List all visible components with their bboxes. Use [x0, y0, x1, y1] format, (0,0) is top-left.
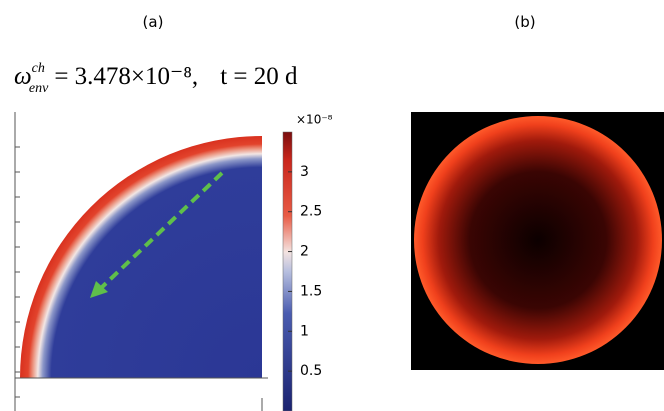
colorbar-tick-label: 0.5 — [300, 363, 322, 379]
formula-value: = 3.478×10⁻⁸, — [54, 63, 198, 90]
simulation-plot — [15, 112, 268, 411]
micrograph-tissue — [414, 116, 662, 364]
micrograph — [411, 112, 664, 370]
colorbar-tick-label: 1 — [300, 323, 309, 339]
formula-sup: ch — [32, 61, 45, 76]
colorbar: ×10⁻⁸ 0.5 1 1.5 2 2.5 3 — [283, 113, 333, 411]
formula-sub: env — [29, 81, 49, 96]
panel-label: (b) — [514, 13, 535, 31]
colorbar-scale — [283, 132, 292, 411]
colorbar-tick-label: 2 — [300, 244, 309, 260]
colorbar-tick-label: 2.5 — [300, 204, 322, 220]
colorbar-multiplier: ×10⁻⁸ — [296, 113, 333, 127]
colorbar-tick-label: 1.5 — [300, 283, 322, 299]
formula-time: t = 20 d — [220, 63, 298, 90]
colorbar-tick-label: 3 — [300, 164, 309, 180]
panel-label: (a) — [143, 13, 164, 31]
figure: (a) (b) ωchenv= 3.478×10⁻⁸,t = 20 d ×10⁻… — [0, 0, 664, 411]
